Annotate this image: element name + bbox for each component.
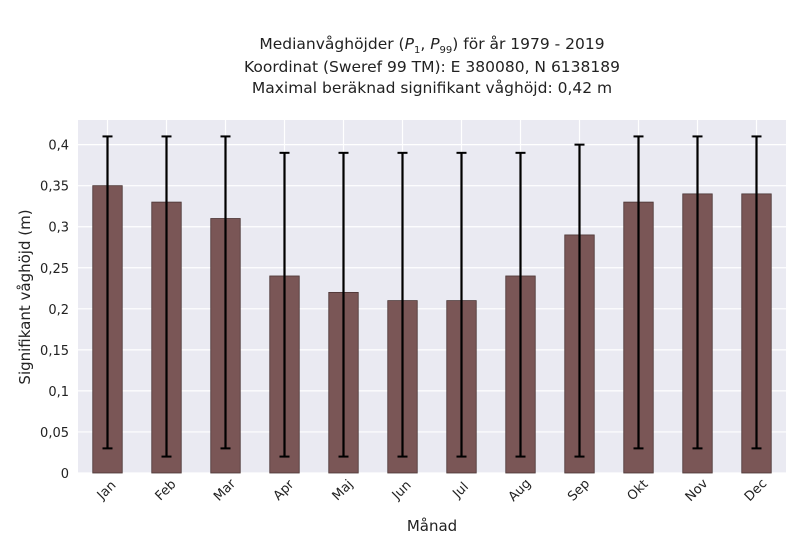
x-axis-ticks: Jan Feb Mar Apr Maj Jun Jul Aug Sep Okt Nov Dec [94,476,770,505]
plot-background [78,120,786,473]
y-tick-label: 0,15 [40,344,69,359]
x-tick-label: Dec [742,476,770,504]
y-axis-label: Signifikant våghöjd (m) [16,209,34,384]
error-bars [102,135,762,458]
x-tick-label: Feb [153,477,180,504]
y-tick-label: 0,1 [48,385,69,400]
y-tick-label: 0,35 [40,180,69,195]
x-tick-label: Okt [625,477,652,504]
y-tick-label: 0 [61,467,69,482]
x-tick-label: Jul [449,480,471,502]
x-axis-label: Månad [407,517,457,535]
y-tick-label: 0,4 [48,139,69,154]
y-tick-label: 0,2 [48,303,69,318]
chart-title-line1: Medianvåghöjder (P1, P99) för år 1979 - … [259,35,605,57]
x-tick-label: Apr [271,477,298,504]
y-axis-ticks: 0 0,05 0,1 0,15 0,2 0,25 0,3 0,35 0,4 [40,139,69,482]
x-tick-label: Sep [565,477,593,505]
x-tick-label: Maj [330,477,357,504]
x-tick-label: Jun [389,478,415,504]
x-tick-label: Nov [683,476,712,505]
x-tick-label: Aug [506,476,535,505]
y-tick-label: 0,3 [48,221,69,236]
chart-title-line3: Maximal beräknad signifikant våghöjd: 0,… [251,79,613,97]
y-tick-label: 0,05 [40,426,69,441]
y-tick-label: 0,25 [40,262,69,277]
x-tick-label: Jan [94,478,119,503]
x-tick-label: Mar [211,476,239,504]
chart-title-line2: Koordinat (Sweref 99 TM): E 380080, N 61… [244,58,620,76]
